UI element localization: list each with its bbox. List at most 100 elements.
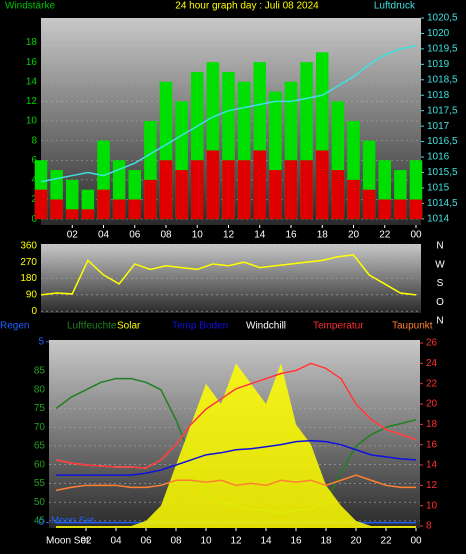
legend-entry: Luftfeuchte [67, 321, 117, 332]
x-tick-label: 14 [260, 536, 272, 547]
bar [316, 150, 329, 220]
series-line [40, 45, 417, 183]
bar [269, 170, 282, 220]
bar [347, 179, 360, 220]
y-tick-label: 50 [34, 497, 46, 508]
y2-tick-label: 22 [426, 378, 438, 389]
x-tick-label: 00 [410, 230, 422, 241]
y2-axis-label: Luftdruck [374, 1, 416, 12]
y2-tick-label: 1017 [427, 121, 450, 132]
y2-tick-label: 1016 [427, 152, 450, 163]
y-tick-label: 180 [20, 273, 37, 284]
series-line [40, 254, 417, 296]
x-tick-label: 08 [160, 230, 172, 241]
bar [253, 150, 266, 220]
bar [34, 189, 48, 220]
x-tick-label: 02 [67, 230, 79, 241]
x-tick-label: 16 [290, 536, 302, 547]
bar [222, 160, 235, 220]
y2-tick-label: 1019 [427, 59, 450, 70]
compass-label: W [435, 259, 445, 270]
x-tick-label: 22 [380, 536, 392, 547]
legend-entry: Taupunkt [392, 321, 433, 332]
y-tick-label: 0 [31, 214, 37, 225]
bar [331, 170, 345, 220]
bar [97, 189, 110, 220]
y2-tick-label: 12 [426, 480, 438, 491]
bar [128, 199, 141, 220]
compass-label: S [437, 278, 444, 289]
y-tick-label: 80 [34, 384, 46, 395]
y-tick-label: 360 [20, 240, 37, 251]
series-line [55, 474, 416, 492]
legend-entry: Solar [117, 321, 141, 332]
y2-tick-label: 16 [426, 439, 438, 450]
x-tick-label: 10 [200, 536, 212, 547]
x-tick-label: 20 [348, 230, 360, 241]
y-tick-label: 65 [34, 441, 46, 452]
y2-tick-label: 1014,5 [427, 198, 458, 209]
bar [50, 199, 63, 220]
x-tick-label: 06 [140, 536, 152, 547]
x-tick-label: 18 [317, 230, 329, 241]
legend-entry: Temperatur [313, 321, 364, 332]
x-tick-label: 18 [320, 536, 332, 547]
bar [394, 199, 407, 220]
y-tick-label: 14 [26, 76, 38, 87]
x-tick-label: 02 [80, 536, 92, 547]
y2-tick-label: 1017,5 [427, 105, 458, 116]
bar [362, 189, 376, 220]
y-tick-label: 60 [34, 459, 46, 470]
bar [112, 199, 126, 220]
x-tick-label: 00 [410, 536, 422, 547]
bar [175, 170, 188, 220]
bar [144, 179, 157, 220]
compass-label: O [436, 297, 444, 308]
series-line [56, 439, 417, 476]
y2-tick-label: 26 [426, 338, 438, 349]
y2-tick-label: 1014 [427, 213, 450, 224]
y-tick-label: 12 [26, 96, 38, 107]
y-tick-label: 270 [20, 257, 37, 268]
y-tick-label: 55 [34, 478, 46, 489]
legend-entry: Temp Boden [172, 321, 228, 332]
y-tick-label: 10 [26, 116, 38, 127]
y2-tick-label: 1018,5 [427, 74, 458, 85]
y-tick-label: 2 [31, 194, 37, 205]
bar [66, 209, 79, 220]
compass-label: N [436, 241, 443, 252]
bar [191, 160, 204, 220]
series-area [56, 363, 416, 528]
legend-entry: Windchill [246, 321, 286, 332]
x-start-label: Moon Set [46, 536, 89, 547]
legend-entry: Regen [0, 321, 29, 332]
y-tick-label: 18 [26, 37, 38, 48]
x-tick-label: 08 [170, 536, 182, 547]
y-tick-label: 70 [34, 422, 46, 433]
series-line [55, 362, 417, 469]
x-tick-label: 16 [285, 230, 297, 241]
y2-tick-label: 1018 [427, 90, 450, 101]
y-tick-label: 0 [31, 306, 37, 317]
x-tick-label: 12 [230, 536, 242, 547]
y2-tick-label: 1020,5 [427, 13, 458, 24]
bar [284, 160, 298, 220]
y2-tick-label: 1019,5 [427, 44, 458, 55]
y2-tick-label: 18 [426, 419, 438, 430]
x-tick-label: 12 [223, 230, 235, 241]
bar [206, 150, 220, 220]
x-tick-label: 10 [192, 230, 204, 241]
compass-label: N [436, 316, 443, 327]
bar [409, 199, 423, 220]
y2-tick-label: 8 [426, 521, 432, 532]
y2-tick-label: 24 [426, 358, 438, 369]
y2-tick-label: 1016,5 [427, 136, 458, 147]
y-tick-label: 6 [31, 155, 37, 166]
x-tick-label: 04 [98, 230, 110, 241]
bar [81, 209, 95, 220]
annotation: Moon Set [51, 516, 94, 527]
y2-tick-label: 1015 [427, 183, 450, 194]
bar [159, 160, 173, 220]
y2-tick-label: 1020 [427, 28, 450, 39]
y-tick-label: 4 [31, 175, 37, 186]
